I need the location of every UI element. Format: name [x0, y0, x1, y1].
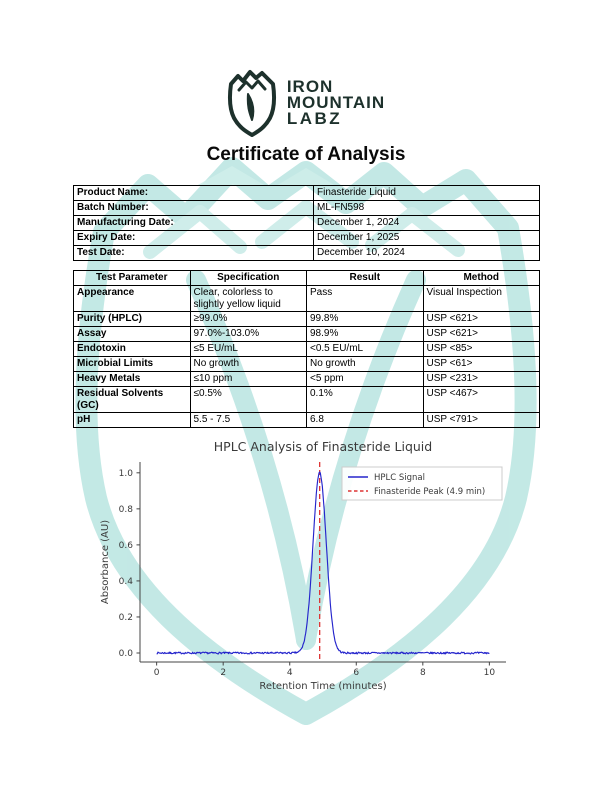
results-cell-parameter: pH [73, 412, 191, 428]
product-info-row: Batch Number: ML-FN598 [73, 200, 540, 216]
results-cell-specification: ≤5 EU/mL [189, 341, 307, 357]
results-body: Appearance Clear, colorless to slightly y… [73, 285, 540, 428]
x-tick-label: 10 [484, 668, 496, 678]
product-info-value: December 1, 2024 [313, 215, 540, 231]
results-cell-specification: No growth [189, 356, 307, 372]
results-cell-method: USP <85> [422, 341, 540, 357]
results-row: Residual Solvents (GC) ≤0.5% 0.1% USP <467> [73, 386, 540, 413]
results-cell-result: Pass [306, 285, 424, 312]
company-logo: IRON MOUNTAIN LABZ [0, 68, 612, 138]
y-tick-label: 0.4 [119, 577, 134, 587]
y-tick-label: 1.0 [119, 469, 134, 479]
product-info-value: December 1, 2025 [313, 230, 540, 246]
product-info-label: Expiry Date: [73, 230, 314, 246]
x-axis-label: Retention Time (minutes) [259, 681, 386, 692]
x-tick-label: 0 [154, 668, 160, 678]
document-title: Certificate of Analysis [206, 144, 406, 165]
y-tick-label: 0.6 [119, 541, 134, 551]
results-cell-result: 99.8% [306, 311, 424, 327]
x-tick-label: 6 [353, 668, 359, 678]
brand-line-3: LABZ [286, 109, 343, 128]
product-info-row: Manufacturing Date: December 1, 2024 [73, 215, 540, 231]
results-row: Assay 97.0%-103.0% 98.9% USP <621> [73, 326, 540, 342]
results-row: Purity (HPLC) ≥99.0% 99.8% USP <621> [73, 311, 540, 327]
test-results-table: Test Parameter Specification Result Method … [73, 270, 540, 428]
legend-box [341, 466, 503, 501]
results-cell-method: USP <231> [422, 371, 540, 387]
brand-line-1: IRON [286, 77, 334, 96]
results-row: pH 5.5 - 7.5 6.8 USP <791> [73, 412, 540, 428]
y-tick-label: 0.0 [119, 649, 134, 659]
results-cell-parameter: Purity (HPLC) [73, 311, 191, 327]
results-cell-specification: 97.0%-103.0% [189, 326, 307, 342]
legend-label-peak: Finasteride Peak (4.9 min) [374, 487, 485, 497]
results-cell-result: 98.9% [306, 326, 424, 342]
x-tick-label: 8 [420, 668, 426, 678]
results-cell-result: 0.1% [306, 386, 424, 413]
brand-text: IRON MOUNTAIN LABZ [286, 77, 386, 128]
results-cell-parameter: Residual Solvents (GC) [73, 386, 191, 413]
results-cell-parameter: Appearance [73, 285, 191, 312]
results-cell-specification: Clear, colorless to slightly yellow liqu… [189, 285, 307, 312]
product-info-label: Product Name: [73, 185, 314, 201]
results-header-cell: Test Parameter [73, 270, 191, 286]
results-header-row: Test Parameter Specification Result Method [73, 270, 540, 286]
results-cell-method: USP <621> [422, 326, 540, 342]
results-cell-specification: ≥99.0% [189, 311, 307, 327]
results-cell-parameter: Microbial Limits [73, 356, 191, 372]
results-header-cell: Method [422, 270, 540, 286]
results-row: Appearance Clear, colorless to slightly y… [73, 285, 540, 312]
chart-title: HPLC Analysis of Finasteride Liquid [214, 439, 432, 454]
product-info-value: December 10, 2024 [313, 245, 540, 261]
results-row: Heavy Metals ≤10 ppm <5 ppm USP <231> [73, 371, 540, 387]
results-row: Microbial Limits No growth No growth USP <6… [73, 356, 540, 372]
results-cell-specification: ≤10 ppm [189, 371, 307, 387]
y-tick-label: 0.8 [119, 505, 134, 515]
results-header-cell: Specification [189, 270, 307, 286]
results-cell-method: Visual Inspection [422, 285, 540, 312]
product-info-value: ML-FN598 [313, 200, 540, 216]
product-info-row: Test Date: December 10, 2024 [73, 245, 540, 261]
results-cell-method: USP <467> [422, 386, 540, 413]
hplc-signal-line [156, 471, 490, 655]
results-cell-parameter: Heavy Metals [73, 371, 191, 387]
product-info-table: Product Name: Finasteride Liquid Batch Num… [73, 185, 540, 261]
results-cell-parameter: Assay [73, 326, 191, 342]
results-header-cell: Result [306, 270, 424, 286]
x-tick-label: 2 [220, 668, 226, 678]
results-cell-method: USP <791> [422, 412, 540, 428]
results-cell-specification: 5.5 - 7.5 [189, 412, 307, 428]
results-cell-result: 6.8 [306, 412, 424, 428]
results-cell-result: <0.5 EU/mL [306, 341, 424, 357]
mountain-shield-icon [227, 70, 276, 137]
product-info-row: Expiry Date: December 1, 2025 [73, 230, 540, 246]
hplc-chart: HPLC Analysis of Finasteride Liquid 0 2 4 6 8… [96, 436, 520, 703]
legend-label-signal: HPLC Signal [374, 473, 425, 483]
results-cell-specification: ≤0.5% [189, 386, 307, 413]
results-cell-parameter: Endotoxin [73, 341, 191, 357]
results-row: Endotoxin ≤5 EU/mL <0.5 EU/mL USP <85> [73, 341, 540, 357]
x-tick-label: 4 [287, 668, 293, 678]
y-tick-label: 0.2 [119, 613, 133, 623]
product-info-label: Manufacturing Date: [73, 215, 314, 231]
results-cell-method: USP <621> [422, 311, 540, 327]
product-info-body: Product Name: Finasteride Liquid Batch Num… [73, 185, 540, 261]
brand-line-2: MOUNTAIN [286, 93, 386, 112]
product-info-label: Batch Number: [73, 200, 314, 216]
results-cell-method: USP <61> [422, 356, 540, 372]
product-info-value: Finasteride Liquid [313, 185, 540, 201]
hplc-chart-svg: HPLC Analysis of Finasteride Liquid 0 2 4 6 8… [100, 439, 506, 692]
product-info-label: Test Date: [73, 245, 314, 261]
results-cell-result: No growth [306, 356, 424, 372]
product-info-row: Product Name: Finasteride Liquid [73, 185, 540, 201]
results-cell-result: <5 ppm [306, 371, 424, 387]
y-axis-label: Absorbance (AU) [100, 520, 111, 604]
